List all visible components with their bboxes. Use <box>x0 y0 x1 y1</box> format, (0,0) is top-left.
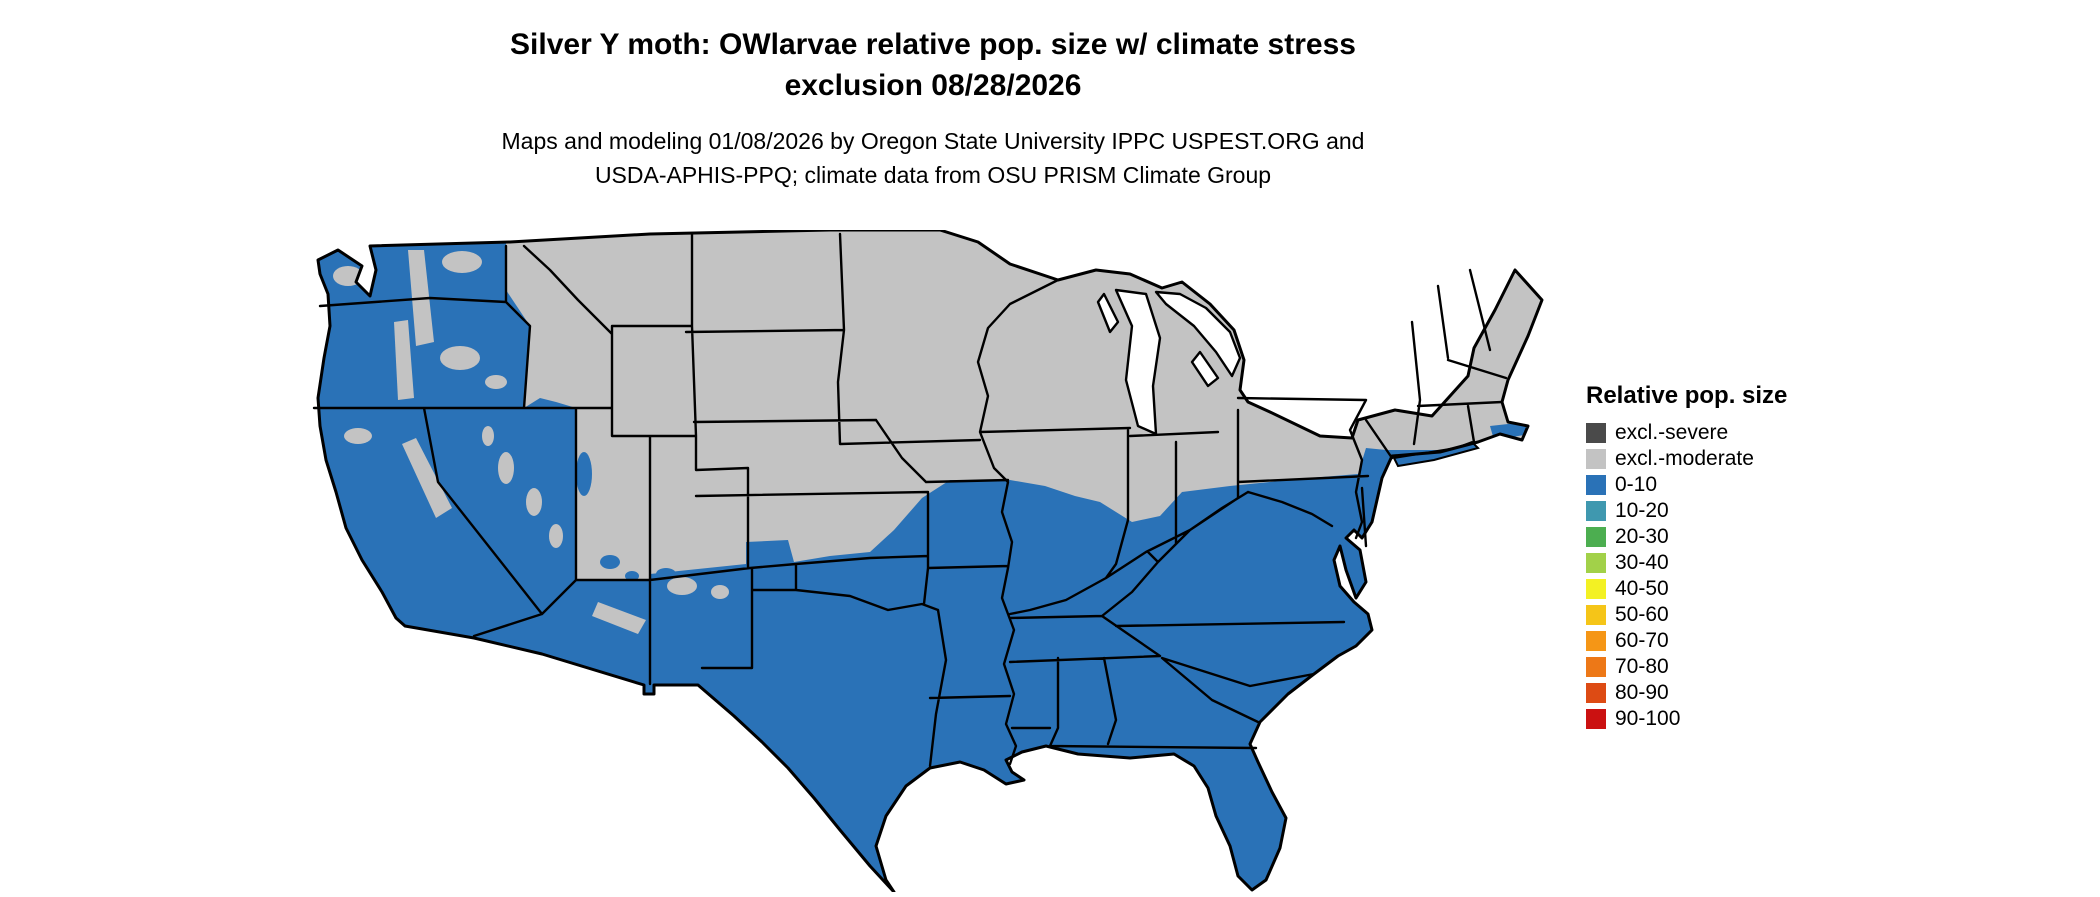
terrain-patch-ne-washington <box>442 251 482 273</box>
legend-swatch-excl-severe <box>1586 423 1606 443</box>
terrain-patch-east-oregon-1 <box>440 346 480 370</box>
legend-item: 50-60 <box>1586 602 1846 628</box>
legend-label: 0-10 <box>1615 473 1658 496</box>
legend-item: 40-50 <box>1586 576 1846 602</box>
legend-label: 70-80 <box>1615 655 1669 678</box>
terrain-patch-east-oregon-2 <box>485 375 507 389</box>
legend-swatch-40-50 <box>1586 579 1606 599</box>
legend-swatch-60-70 <box>1586 631 1606 651</box>
terrain-patch-sierra-nevada <box>402 438 452 518</box>
legend-swatch-0-10 <box>1586 475 1606 495</box>
legend-swatch-80-90 <box>1586 683 1606 703</box>
legend-swatch-10-20 <box>1586 501 1606 521</box>
legend-swatch-20-30 <box>1586 527 1606 547</box>
legend-item: excl.-severe <box>1586 420 1846 446</box>
terrain-patch-mogollon-rim <box>592 602 646 634</box>
title-line-1: Silver Y moth: OWlarvae relative pop. si… <box>510 28 1356 61</box>
legend-label: 50-60 <box>1615 603 1669 626</box>
terrain-patch-klamath <box>344 428 372 444</box>
us-map <box>310 228 1550 894</box>
legend: Relative pop. size excl.-severe excl.-mo… <box>1586 382 1846 732</box>
lake-huron <box>1154 290 1242 378</box>
legend-swatch-90-100 <box>1586 709 1606 729</box>
legend-item: 90-100 <box>1586 706 1846 732</box>
title-line-2: exclusion 08/28/2026 <box>784 69 1082 102</box>
legend-label: excl.-moderate <box>1615 447 1754 470</box>
legend-item: 0-10 <box>1586 472 1846 498</box>
legend-label: 40-50 <box>1615 577 1669 600</box>
green-bay <box>1096 292 1120 334</box>
legend-label: 90-100 <box>1615 707 1681 730</box>
legend-item: 30-40 <box>1586 550 1846 576</box>
blue-patch-southeast-utah <box>625 571 639 581</box>
legend-label: 10-20 <box>1615 499 1669 522</box>
saginaw-bay <box>1190 350 1220 388</box>
us-map-svg <box>312 228 1544 894</box>
legend-item: 20-30 <box>1586 524 1846 550</box>
legend-swatch-excl-moderate <box>1586 449 1606 469</box>
terrain-patch-north-new-mexico-2 <box>711 585 729 599</box>
us-outline <box>316 228 1544 894</box>
legend-title: Relative pop. size <box>1586 382 1788 409</box>
legend-swatch-50-60 <box>1586 605 1606 625</box>
terrain-patch-nevada-3 <box>549 524 563 548</box>
terrain-patch-nevada-4 <box>482 426 494 446</box>
terrain-patch-north-new-mexico-1 <box>667 577 697 595</box>
legend-label: 60-70 <box>1615 629 1669 652</box>
blue-patch-south-utah <box>600 555 620 569</box>
legend-label: 20-30 <box>1615 525 1669 548</box>
legend-label: 80-90 <box>1615 681 1669 704</box>
map-subtitle: Maps and modeling 01/08/2026 by Oregon S… <box>0 124 1866 192</box>
legend-item: 60-70 <box>1586 628 1846 654</box>
legend-item: 80-90 <box>1586 680 1846 706</box>
legend-swatch-30-40 <box>1586 553 1606 573</box>
subtitle-line-2: USDA-APHIS-PPQ; climate data from OSU PR… <box>594 162 1272 188</box>
terrain-patch-or-cascades <box>394 320 414 400</box>
legend-swatch-70-80 <box>1586 657 1606 677</box>
state-borders <box>312 232 1508 768</box>
terrain-patch-nevada-2 <box>526 488 542 516</box>
legend-label: 30-40 <box>1615 551 1669 574</box>
legend-item: excl.-moderate <box>1586 446 1846 472</box>
legend-item: 70-80 <box>1586 654 1846 680</box>
terrain-patch-nevada-1 <box>498 452 514 484</box>
subtitle-line-1: Maps and modeling 01/08/2026 by Oregon S… <box>501 128 1365 154</box>
legend-item: 10-20 <box>1586 498 1846 524</box>
legend-label: excl.-severe <box>1615 421 1729 444</box>
blue-patch-west-utah <box>576 452 592 496</box>
map-title: Silver Y moth: OWlarvae relative pop. si… <box>0 24 1866 106</box>
